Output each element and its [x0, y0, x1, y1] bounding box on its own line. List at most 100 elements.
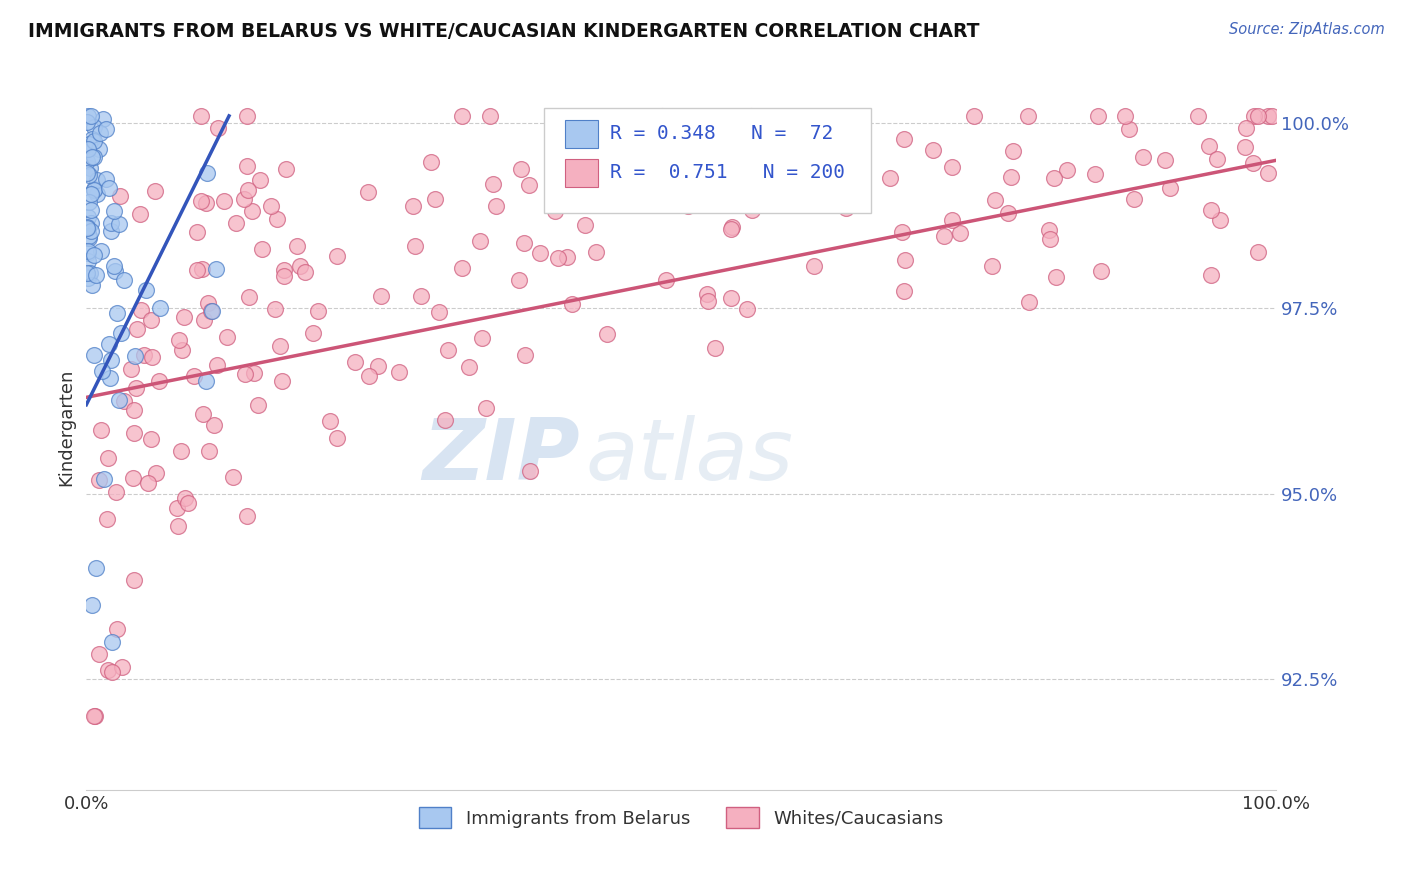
Point	[125, 322, 148, 336]
Point	[273, 263, 295, 277]
Point	[97, 337, 120, 351]
Point	[697, 293, 720, 308]
Point	[80, 216, 103, 230]
Point	[195, 196, 218, 211]
Point	[893, 284, 915, 298]
Point	[543, 203, 565, 218]
Point	[205, 262, 228, 277]
Point	[80, 203, 103, 218]
Point	[76, 141, 98, 155]
Point	[555, 250, 578, 264]
Point	[326, 431, 349, 445]
Point	[120, 362, 142, 376]
Point	[124, 381, 146, 395]
Point	[87, 142, 110, 156]
Point	[111, 659, 134, 673]
Point	[273, 268, 295, 283]
Point	[103, 204, 125, 219]
Point	[1159, 181, 1181, 195]
Point	[1038, 223, 1060, 237]
Point	[610, 177, 633, 191]
Point	[714, 125, 737, 139]
Point	[513, 236, 536, 251]
Point	[879, 171, 901, 186]
Point	[436, 343, 458, 358]
Point	[270, 374, 292, 388]
Point	[1090, 264, 1112, 278]
Point	[409, 289, 432, 303]
Point	[388, 365, 411, 379]
Point	[83, 134, 105, 148]
Point	[1247, 109, 1270, 123]
Point	[478, 109, 501, 123]
Point	[429, 305, 451, 319]
Point	[740, 140, 762, 154]
Point	[997, 206, 1019, 220]
Point	[803, 259, 825, 273]
Point	[124, 349, 146, 363]
Point	[139, 313, 162, 327]
Point	[122, 471, 145, 485]
Point	[76, 115, 98, 129]
Point	[703, 123, 725, 137]
Point	[177, 496, 200, 510]
Point	[173, 310, 195, 325]
Point	[193, 313, 215, 327]
Point	[720, 292, 742, 306]
Point	[148, 301, 170, 315]
Point	[981, 259, 1004, 273]
Point	[240, 204, 263, 219]
Point	[949, 226, 972, 240]
Point	[83, 348, 105, 362]
Point	[367, 359, 389, 373]
Point	[183, 368, 205, 383]
Point	[529, 245, 551, 260]
Point	[94, 171, 117, 186]
Point	[1261, 109, 1284, 123]
Point	[1084, 167, 1107, 181]
Point	[84, 709, 107, 723]
Point	[105, 622, 128, 636]
Point	[135, 283, 157, 297]
Point	[1257, 109, 1279, 123]
Point	[468, 235, 491, 249]
Point	[755, 152, 778, 166]
Point	[77, 271, 100, 285]
Point	[83, 182, 105, 196]
Point	[290, 259, 312, 273]
Point	[90, 244, 112, 259]
Point	[86, 186, 108, 201]
Point	[247, 398, 270, 412]
Point	[585, 245, 607, 260]
Point	[83, 183, 105, 197]
Point	[101, 665, 124, 680]
Point	[167, 519, 190, 533]
Point	[110, 326, 132, 341]
Point	[266, 211, 288, 226]
Point	[98, 371, 121, 385]
Point	[508, 273, 530, 287]
Point	[941, 213, 963, 227]
Text: R =  0.751   N = 200: R = 0.751 N = 200	[610, 163, 845, 183]
Point	[1039, 232, 1062, 246]
Point	[93, 472, 115, 486]
Point	[80, 224, 103, 238]
FancyBboxPatch shape	[565, 120, 598, 147]
Point	[76, 221, 98, 235]
Point	[343, 355, 366, 369]
Point	[713, 144, 735, 158]
Point	[596, 326, 619, 341]
Point	[91, 112, 114, 127]
Point	[77, 221, 100, 235]
Point	[80, 150, 103, 164]
Point	[676, 199, 699, 213]
Legend: Immigrants from Belarus, Whites/Caucasians: Immigrants from Belarus, Whites/Caucasia…	[412, 800, 950, 835]
Point	[402, 199, 425, 213]
Point	[561, 297, 583, 311]
Point	[302, 326, 325, 340]
Point	[104, 263, 127, 277]
Point	[1056, 163, 1078, 178]
Point	[191, 408, 214, 422]
Point	[404, 238, 426, 252]
Point	[190, 262, 212, 277]
